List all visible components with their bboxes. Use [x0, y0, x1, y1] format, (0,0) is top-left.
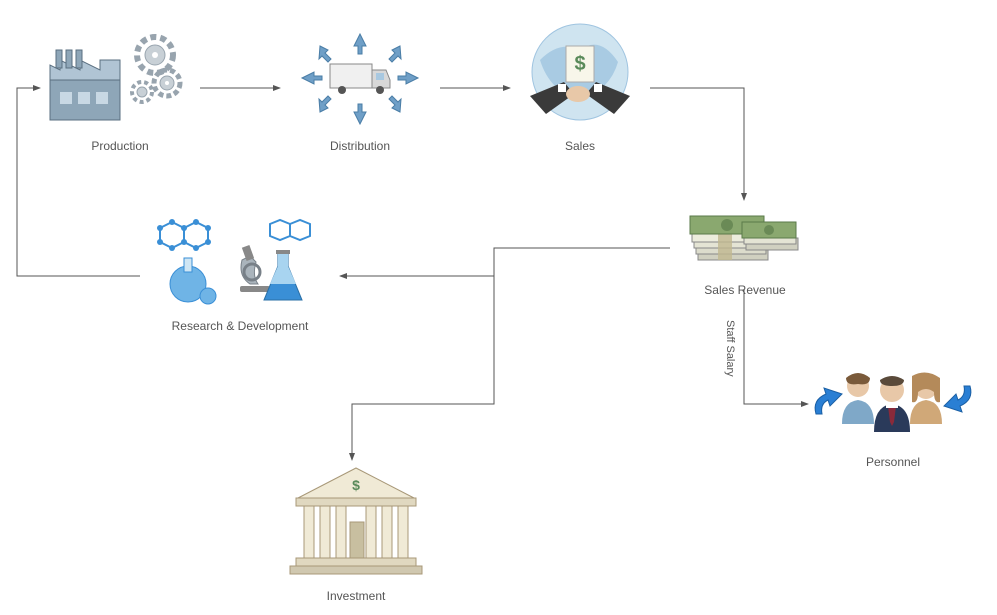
node-label: Research & Development: [140, 319, 340, 333]
node-label: Sales: [510, 139, 650, 153]
node-investment: $ Investment: [276, 460, 436, 603]
svg-text:$: $: [352, 477, 360, 493]
node-production: Production: [40, 20, 200, 153]
bank-icon: $: [276, 460, 436, 580]
money-stack-icon: [670, 200, 820, 274]
people-icon: [808, 360, 978, 446]
node-label: Sales Revenue: [670, 283, 820, 297]
node-sales-revenue: Sales Revenue: [670, 200, 820, 297]
factory-icon: [40, 20, 200, 130]
node-rnd: Research & Development: [140, 210, 340, 333]
edge-label-staff-salary: Staff Salary: [724, 320, 736, 377]
node-personnel: Personnel: [808, 360, 978, 469]
node-label: Distribution: [280, 139, 440, 153]
svg-text:$: $: [574, 53, 585, 75]
node-label: Investment: [276, 589, 436, 603]
node-distribution: Distribution: [280, 28, 440, 153]
node-label: Production: [40, 139, 200, 153]
handshake-globe-icon: $: [510, 20, 650, 130]
research-icon: [140, 210, 340, 310]
truck-icon: [280, 28, 440, 130]
node-sales: $ Sales: [510, 20, 650, 153]
node-label: Personnel: [808, 455, 978, 469]
